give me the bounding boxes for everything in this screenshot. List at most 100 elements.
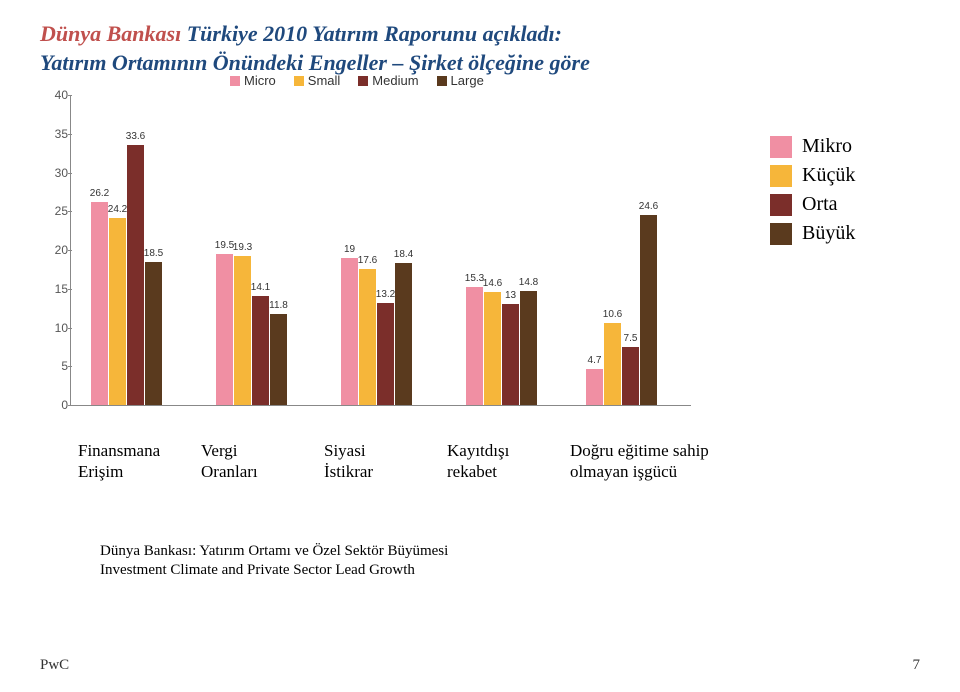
bar: 13.2 (377, 303, 394, 405)
side-legend-swatch-icon (770, 136, 792, 158)
bar: 14.1 (252, 296, 269, 405)
legend-swatch-icon (230, 76, 240, 86)
bar: 33.6 (127, 145, 144, 405)
side-legend-swatch-icon (770, 194, 792, 216)
y-tick-label: 5 (40, 359, 68, 373)
y-tick-label: 0 (40, 398, 68, 412)
bar-value-label: 13 (505, 290, 516, 301)
legend-item: Small (294, 73, 341, 88)
side-legend: Mikro Küçük Orta Büyük (770, 135, 855, 251)
bar-value-label: 13.2 (376, 289, 395, 300)
bar-value-label: 24.6 (639, 201, 658, 212)
x-label: Doğru eğitime sahipolmayan işgücü (570, 441, 730, 482)
side-legend-item: Orta (770, 193, 855, 216)
legend-label: Micro (244, 73, 276, 88)
y-tick-label: 20 (40, 243, 68, 257)
bar: 13 (502, 304, 519, 405)
x-label: FinansmanaErişim (78, 441, 193, 482)
y-tick-label: 10 (40, 321, 68, 335)
bar-value-label: 10.6 (603, 309, 622, 320)
footer: PwC 7 (40, 657, 920, 674)
bar-chart: MicroSmallMediumLarge 26.224.233.618.519… (40, 95, 700, 435)
bar-value-label: 19 (344, 244, 355, 255)
chart-plot-area: 26.224.233.618.519.519.314.111.81917.613… (70, 95, 691, 406)
legend-label: Small (308, 73, 341, 88)
side-legend-label: Mikro (802, 135, 852, 158)
side-legend-swatch-icon (770, 165, 792, 187)
x-label-line1: Siyasi (324, 441, 439, 461)
bar: 17.6 (359, 269, 376, 405)
bar: 14.6 (484, 292, 501, 405)
bar-value-label: 19.3 (233, 242, 252, 253)
legend-item: Large (437, 73, 484, 88)
legend-label: Medium (372, 73, 418, 88)
bar: 4.7 (586, 369, 603, 405)
bar: 7.5 (622, 347, 639, 405)
bar-value-label: 33.6 (126, 131, 145, 142)
bar-value-label: 17.6 (358, 255, 377, 266)
bar: 24.6 (640, 215, 657, 406)
y-tick-label: 35 (40, 127, 68, 141)
x-label-line2: rekabet (447, 462, 562, 482)
source-line2: Investment Climate and Private Sector Le… (100, 561, 730, 581)
legend-label: Large (451, 73, 484, 88)
bar: 18.5 (145, 262, 162, 405)
chart-legend-top: Micro Small Medium Large (230, 73, 484, 88)
side-legend-swatch-icon (770, 223, 792, 245)
page-title: Dünya Bankası Türkiye 2010 Yatırım Rapor… (40, 20, 920, 77)
y-tick-label: 15 (40, 282, 68, 296)
title-part1: Dünya Bankası (40, 21, 181, 46)
bar: 15.3 (466, 287, 483, 406)
legend-swatch-icon (358, 76, 368, 86)
bar: 19 (341, 258, 358, 405)
x-label-line2: İstikrar (324, 462, 439, 482)
bar-group: 26.224.233.618.5 (91, 145, 163, 405)
bar: 14.8 (520, 291, 537, 406)
title-part4: ölçeğine göre (468, 50, 590, 75)
footer-left: PwC (40, 657, 69, 674)
bar: 24.2 (109, 218, 126, 406)
source-text: Dünya Bankası: Yatırım Ortamı ve Özel Se… (100, 542, 730, 581)
bar: 18.4 (395, 263, 412, 406)
bar-value-label: 7.5 (624, 333, 638, 344)
y-tick-label: 25 (40, 204, 68, 218)
bar-value-label: 19.5 (215, 240, 234, 251)
side-legend-item: Mikro (770, 135, 855, 158)
title-part2: Türkiye 2010 Yatırım Raporunu açıkladı: (187, 21, 562, 46)
side-legend-label: Küçük (802, 164, 855, 187)
bar: 11.8 (270, 314, 287, 405)
x-label-line2: olmayan işgücü (570, 462, 730, 482)
side-legend-item: Büyük (770, 222, 855, 245)
y-tick-label: 30 (40, 166, 68, 180)
side-legend-item: Küçük (770, 164, 855, 187)
y-tick-label: 40 (40, 88, 68, 102)
legend-swatch-icon (437, 76, 447, 86)
bar-value-label: 14.6 (483, 278, 502, 289)
x-label-line1: Finansmana (78, 441, 193, 461)
x-label-line2: Erişim (78, 462, 193, 482)
bar: 19.5 (216, 254, 233, 405)
bar-group: 19.519.314.111.8 (216, 254, 288, 405)
bar-value-label: 26.2 (90, 188, 109, 199)
source-line1: Dünya Bankası: Yatırım Ortamı ve Özel Se… (100, 542, 730, 562)
legend-item: Micro (230, 73, 276, 88)
bar: 19.3 (234, 256, 251, 406)
bar-value-label: 18.5 (144, 248, 163, 259)
footer-right: 7 (913, 657, 921, 674)
bar-value-label: 24.2 (108, 204, 127, 215)
bar: 26.2 (91, 202, 108, 405)
bar-group: 1917.613.218.4 (341, 258, 413, 405)
x-label-line1: Doğru eğitime sahip (570, 441, 730, 461)
bar-value-label: 14.1 (251, 282, 270, 293)
bar-value-label: 18.4 (394, 249, 413, 260)
bar-value-label: 11.8 (269, 300, 288, 311)
x-label-line1: Kayıtdışı (447, 441, 562, 461)
bar-value-label: 14.8 (519, 277, 538, 288)
side-legend-label: Orta (802, 193, 838, 216)
x-label: Siyasiİstikrar (324, 441, 439, 482)
bar-group: 15.314.61314.8 (466, 287, 538, 406)
x-label: VergiOranları (201, 441, 316, 482)
x-label-line1: Vergi (201, 441, 316, 461)
title-part3: Yatırım Ortamının Önündeki Engeller – Şi… (40, 50, 463, 75)
side-legend-label: Büyük (802, 222, 855, 245)
